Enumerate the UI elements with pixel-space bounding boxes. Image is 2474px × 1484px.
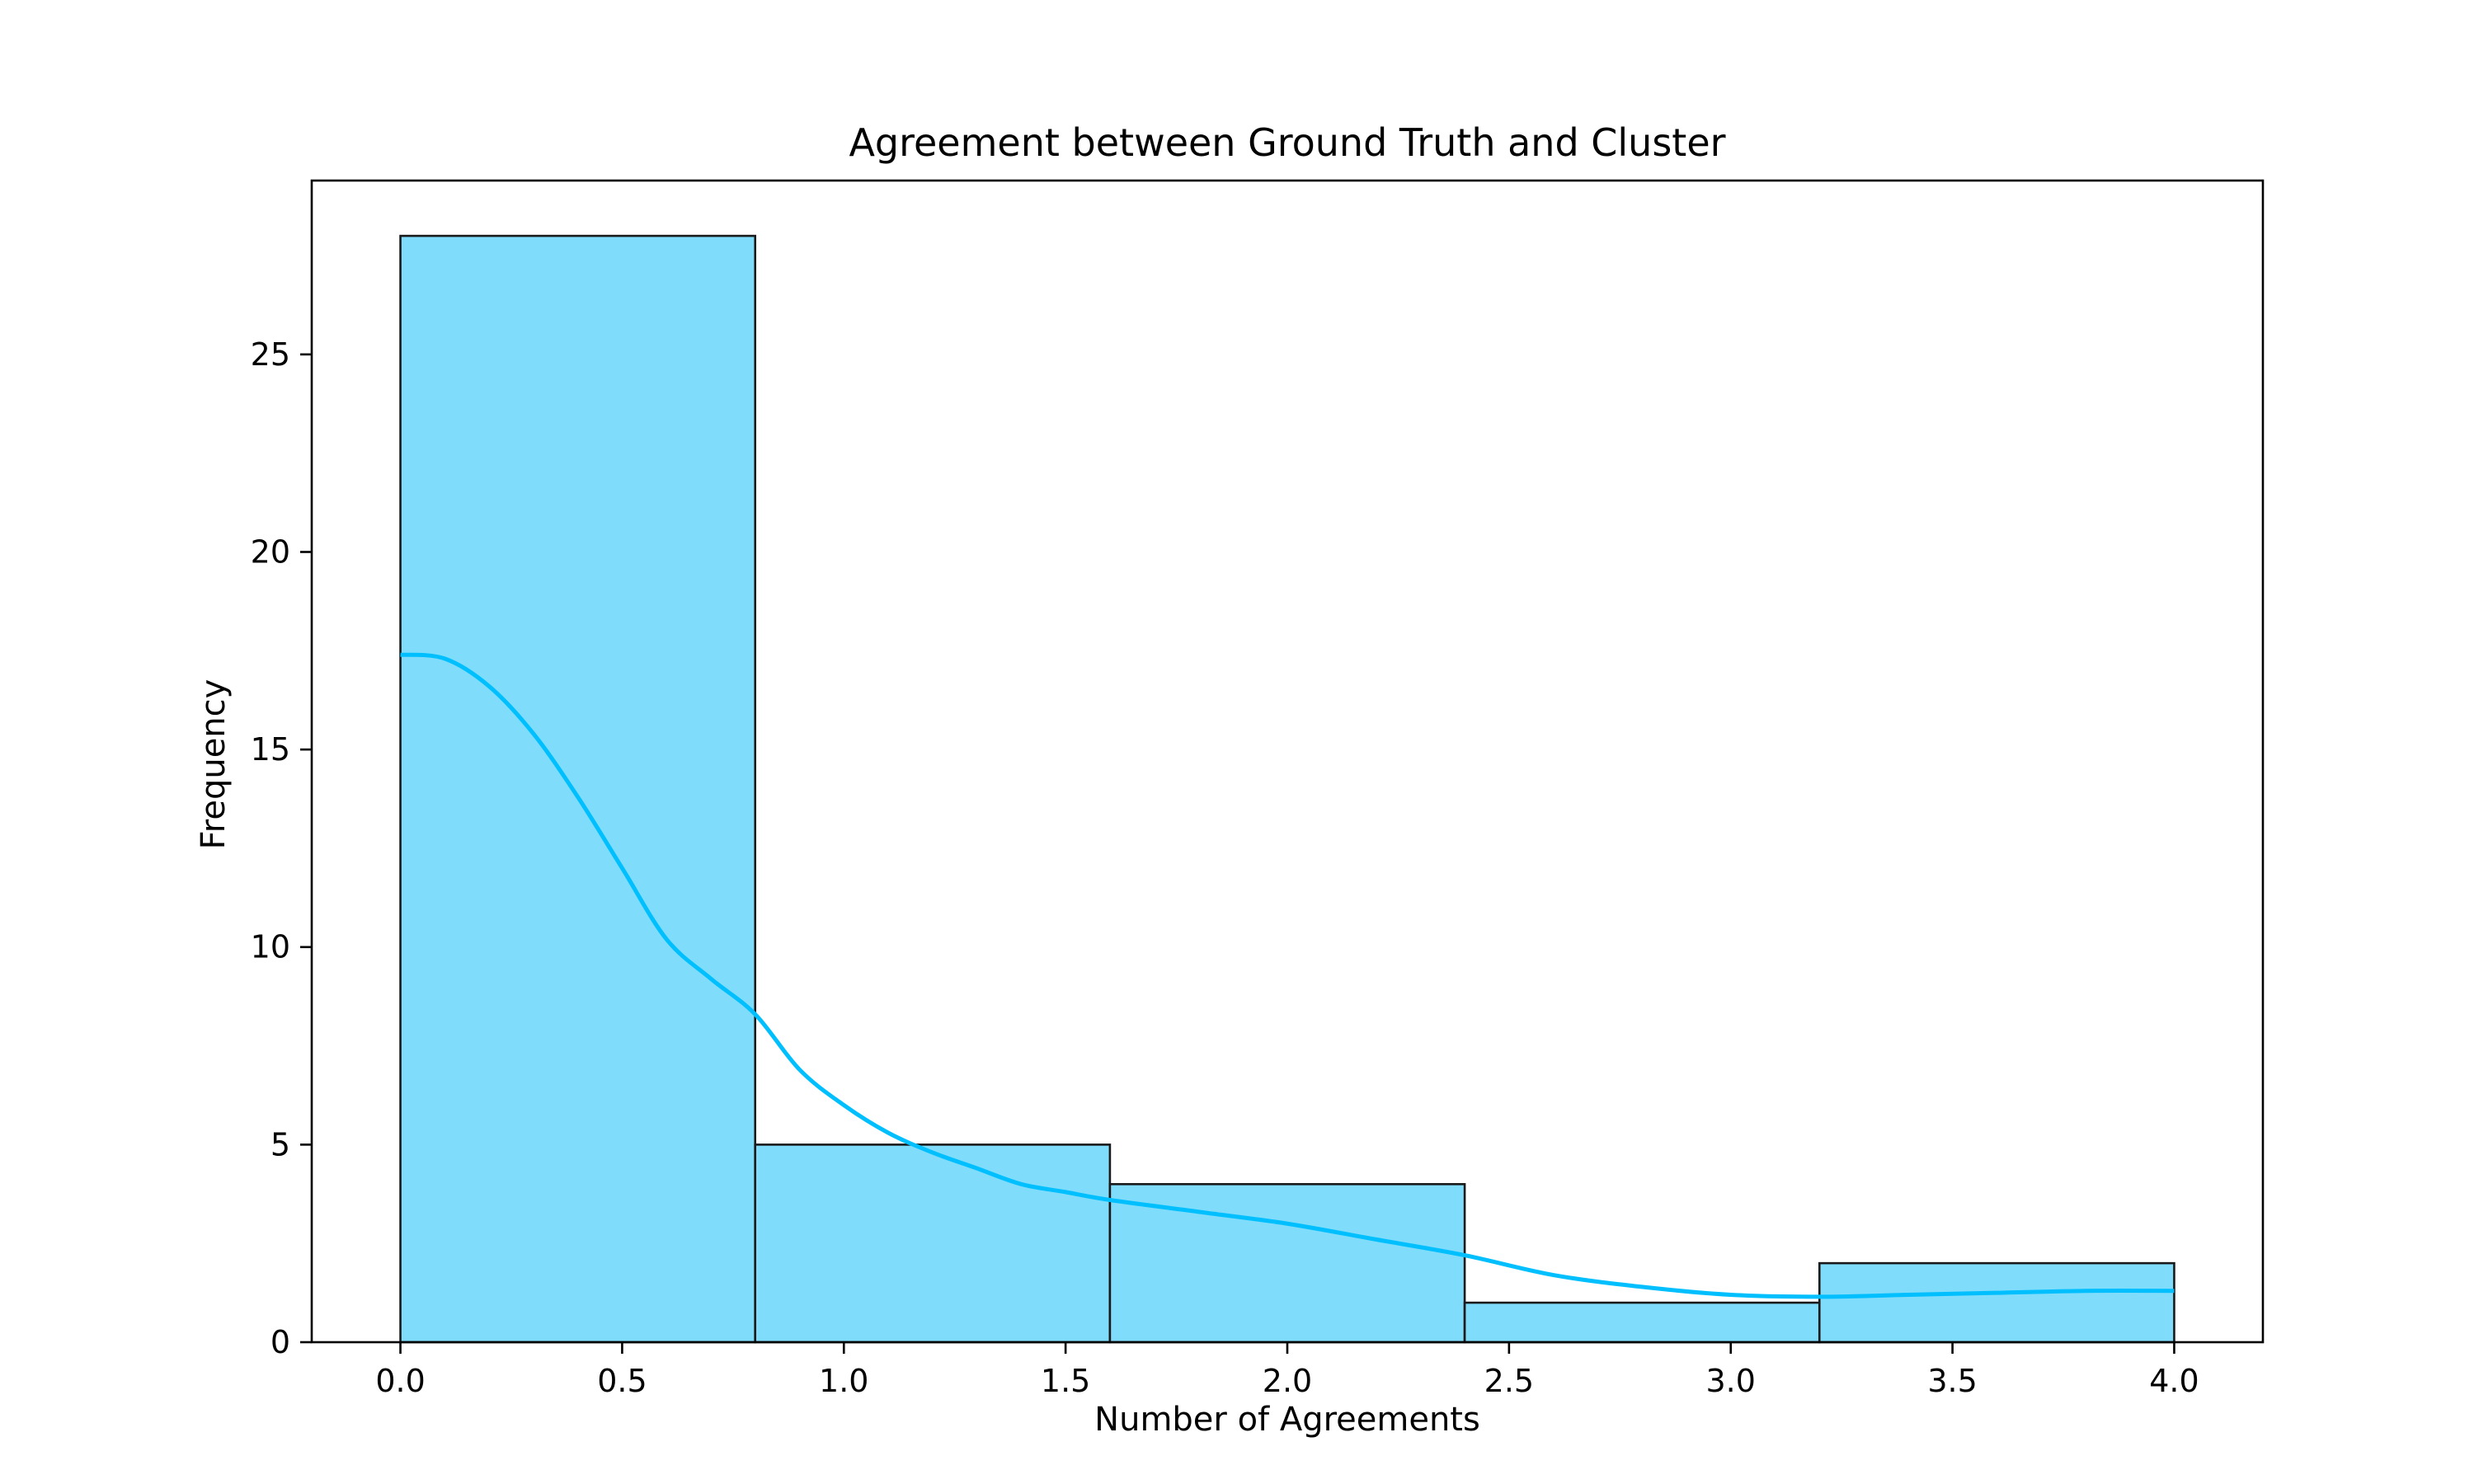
x-tick-label-8: 4.0 bbox=[2149, 1363, 2199, 1399]
x-tick-label-1: 0.5 bbox=[597, 1363, 647, 1399]
histogram-bar-3 bbox=[1108, 1182, 1466, 1344]
x-tick-label-2: 1.0 bbox=[819, 1363, 868, 1399]
y-tick-label-0: 0 bbox=[270, 1324, 290, 1360]
histogram-bar-2 bbox=[754, 1144, 1112, 1344]
y-tick-label-5: 25 bbox=[251, 336, 290, 373]
x-axis-ticks: 0.0 0.5 1.0 1.5 2.0 2.5 3.0 3.5 4.0 bbox=[375, 1342, 2199, 1399]
y-tick-label-4: 20 bbox=[251, 533, 290, 570]
chart-title: Agreement between Ground Truth and Clust… bbox=[849, 120, 1725, 165]
y-axis-ticks: 0 5 10 15 20 25 bbox=[251, 336, 312, 1360]
histogram-bar-5 bbox=[1818, 1261, 2175, 1344]
kde-curve bbox=[400, 652, 2175, 1299]
y-tick-label-1: 5 bbox=[270, 1126, 290, 1162]
bars-layer bbox=[399, 234, 2175, 1344]
histogram-bar-4 bbox=[1463, 1301, 1821, 1344]
x-tick-label-7: 3.5 bbox=[1927, 1363, 1977, 1399]
y-tick-label-3: 15 bbox=[251, 731, 290, 768]
x-axis-label: Number of Agreements bbox=[1094, 1401, 1480, 1439]
x-tick-label-5: 2.5 bbox=[1484, 1363, 1534, 1399]
x-tick-label-3: 1.5 bbox=[1041, 1363, 1090, 1399]
y-tick-label-2: 10 bbox=[251, 929, 290, 965]
x-tick-label-4: 2.0 bbox=[1263, 1363, 1312, 1399]
y-axis-label: Frequency bbox=[195, 679, 233, 850]
x-tick-label-0: 0.0 bbox=[375, 1363, 425, 1399]
x-tick-label-6: 3.0 bbox=[1706, 1363, 1756, 1399]
histogram-bar-1 bbox=[399, 234, 757, 1344]
